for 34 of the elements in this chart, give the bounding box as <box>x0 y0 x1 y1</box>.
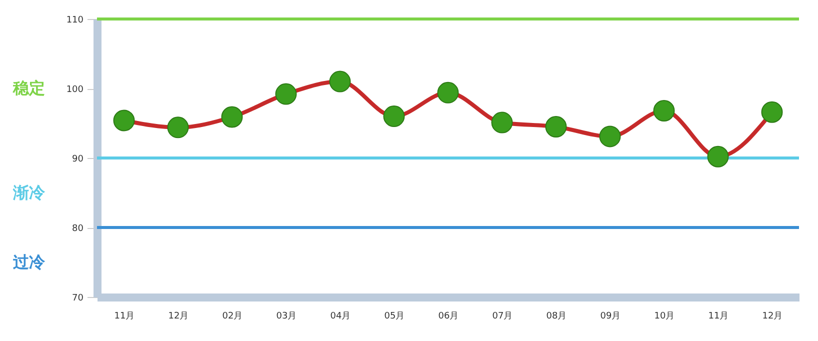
point <box>221 106 243 128</box>
point <box>491 112 513 134</box>
point <box>545 116 567 138</box>
point <box>707 146 729 168</box>
y-tick-label: 110 <box>66 16 84 26</box>
x-tick-label: 02月 <box>222 312 243 322</box>
x-tick-label: 11月 <box>708 312 729 322</box>
x-tick-label: 06月 <box>438 312 459 322</box>
x-tick-label: 08月 <box>546 312 567 322</box>
x-tick-label: 12月 <box>168 312 189 322</box>
x-tick-label: 11月 <box>114 312 135 322</box>
point <box>437 82 459 104</box>
point <box>167 116 189 138</box>
x-tick-label: 05月 <box>384 312 405 322</box>
y-tick-label: 100 <box>66 85 84 95</box>
x-tick-label: 10月 <box>654 312 675 322</box>
text: 渐冷 <box>12 182 46 202</box>
x-tick-label: 09月 <box>600 312 621 322</box>
y-tick-label: 70 <box>72 294 84 304</box>
x-tick-label: 12月 <box>762 312 783 322</box>
point <box>383 106 405 128</box>
x-tick-label: 04月 <box>330 312 351 322</box>
x-tick-label: 07月 <box>492 312 513 322</box>
point <box>329 70 351 92</box>
point <box>599 126 621 148</box>
text: 过冷 <box>12 252 46 272</box>
x-tick-label: 03月 <box>276 312 297 322</box>
y-tick-label: 90 <box>72 154 84 164</box>
point <box>761 101 783 123</box>
point <box>653 100 675 122</box>
y-tick-label: 80 <box>72 224 84 234</box>
point <box>275 83 297 105</box>
point <box>113 110 135 132</box>
text: 稳定 <box>12 78 45 98</box>
